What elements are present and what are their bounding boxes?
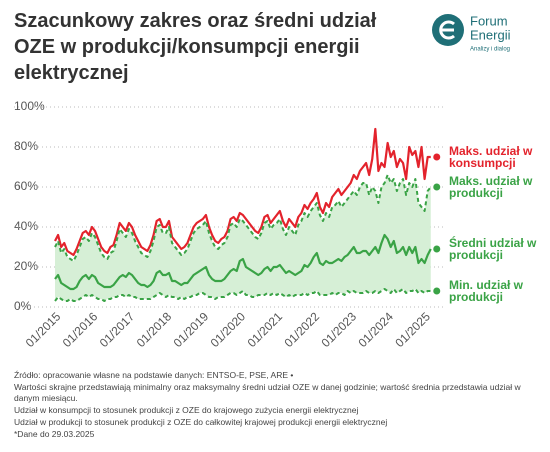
y-tick-label: 60%	[14, 179, 38, 193]
series-line	[54, 288, 431, 302]
y-tick-label: 40%	[14, 219, 38, 233]
x-tick-label: 01/2020	[208, 309, 249, 350]
x-tick-label: 01/2023	[318, 309, 359, 350]
x-tick-label: 01/2015	[23, 309, 64, 350]
note: Źródło: opracowanie własne na podstawie …	[14, 370, 294, 380]
chart-title: Szacunkowy zakres oraz średni udział OZE…	[14, 10, 377, 84]
x-tick-label: 01/2016	[60, 309, 101, 350]
x-tick-label: 01/2019	[171, 309, 212, 350]
x-tick-label: 01/2021	[245, 309, 286, 350]
series-line	[54, 174, 432, 262]
end-dot	[433, 183, 441, 191]
notes: Źródło: opracowanie własne na podstawie …	[14, 370, 524, 441]
x-tick-label: 01/2024	[355, 309, 396, 350]
end-dot	[433, 153, 441, 161]
legend-label: Maks. udział w produkcji	[449, 174, 533, 200]
x-tick-label: 01/2022	[282, 309, 323, 350]
range-area	[55, 175, 431, 301]
legend-label: Maks. udział w konsumpcji	[449, 144, 533, 170]
series-line	[54, 233, 432, 291]
end-dot	[433, 245, 441, 253]
legend-label: Średni udział w produkcji	[449, 236, 537, 262]
x-tick-label: 01/2018	[134, 309, 175, 350]
y-tick-label: 20%	[14, 259, 38, 273]
note: *Dane do 29.03.2025	[14, 429, 95, 439]
x-tick-label: 01/2025	[392, 309, 433, 350]
brand-tagline: Analizy i dialog	[470, 47, 510, 53]
brand-name: Energii	[470, 27, 511, 42]
x-tick-label: 01/2017	[97, 309, 138, 350]
legend-label: Min. udział w produkcji	[449, 278, 523, 304]
y-tick-label: 100%	[14, 99, 45, 113]
end-dot	[433, 287, 441, 295]
brand-name: Forum	[470, 13, 508, 28]
y-tick-label: 80%	[14, 139, 38, 153]
logo: Forum Energii Analizy i dialog	[432, 13, 511, 53]
note: Udział w produkcji to stosunek produkcji…	[14, 417, 388, 427]
y-tick-label: 0%	[14, 299, 32, 313]
note: Udział w konsumpcji to stosunek produkcj…	[14, 405, 359, 415]
note: Wartości skrajne przedstawiają minimalny…	[14, 382, 521, 403]
series-line	[54, 127, 431, 257]
logo-glyph	[439, 20, 455, 40]
